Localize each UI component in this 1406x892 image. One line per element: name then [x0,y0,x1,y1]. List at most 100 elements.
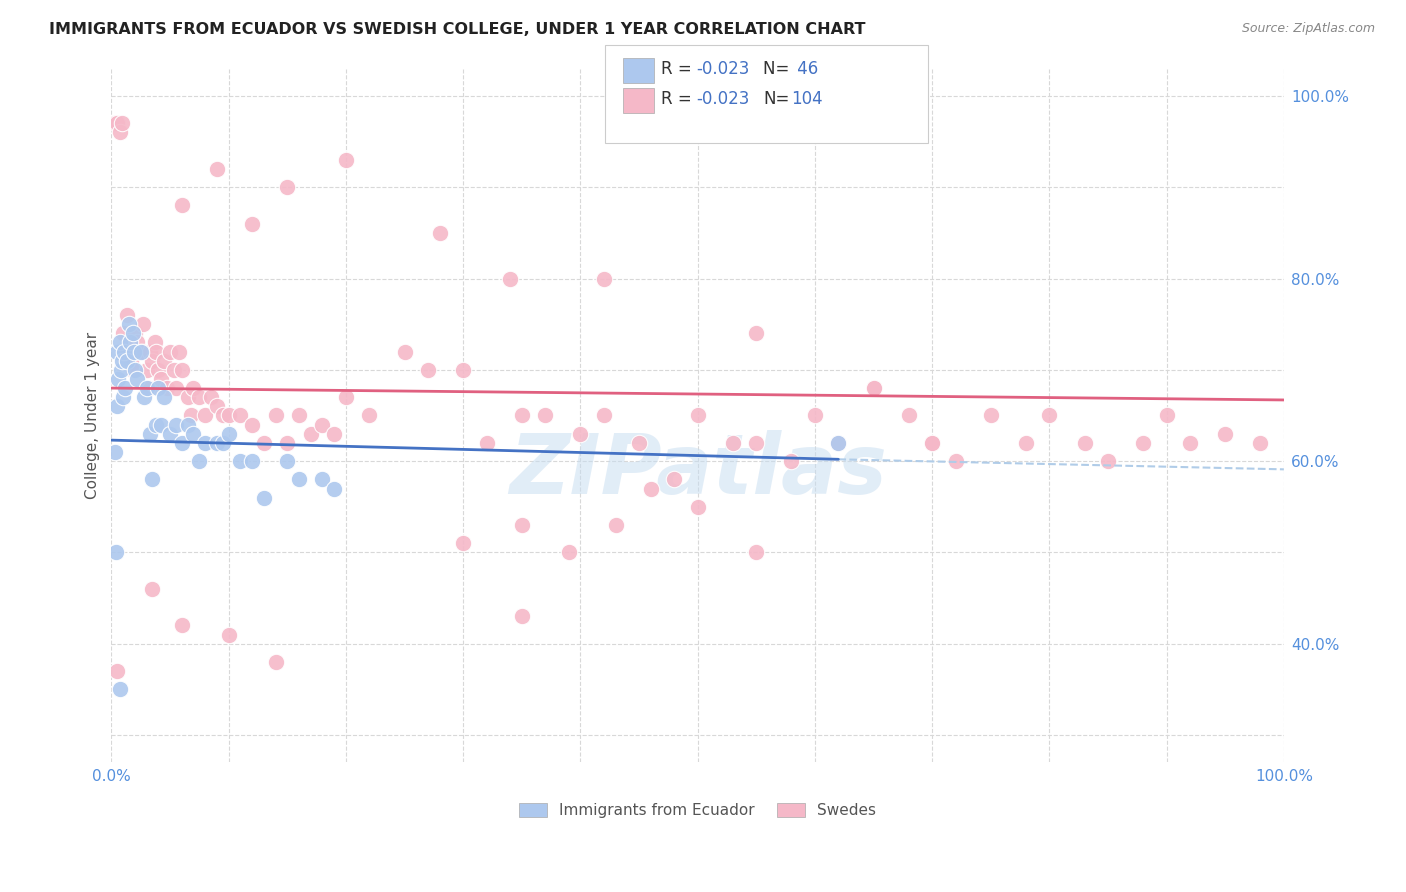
Point [229,409,252,423]
Text: N=: N= [763,90,790,108]
Point [127,372,149,386]
Point [1015,435,1038,450]
Point [118,335,141,350]
Point [569,426,592,441]
Point [827,435,849,450]
Point [205,435,228,450]
Point [240,217,263,231]
Point [170,198,193,212]
Text: -0.023: -0.023 [696,60,749,78]
Point [1097,454,1119,468]
Point [240,454,263,468]
Point [211,409,233,423]
Point [105,344,128,359]
Point [121,363,143,377]
Point [159,426,181,441]
Point [111,116,134,130]
Point [499,271,522,285]
Point [180,409,202,423]
Point [111,353,134,368]
Point [299,426,322,441]
Point [112,344,135,359]
Point [451,536,474,550]
Point [105,545,128,559]
Point [827,435,849,450]
Text: IMMIGRANTS FROM ECUADOR VS SWEDISH COLLEGE, UNDER 1 YEAR CORRELATION CHART: IMMIGRANTS FROM ECUADOR VS SWEDISH COLLE… [49,22,866,37]
Point [114,381,136,395]
Point [194,409,217,423]
Point [211,435,233,450]
Point [112,390,135,404]
Point [149,372,172,386]
Point [510,409,533,423]
Point [183,426,205,441]
Text: R =: R = [661,90,697,108]
Point [664,472,686,486]
Point [105,400,128,414]
Point [264,409,287,423]
Point [311,417,333,432]
Point [416,363,439,377]
Point [139,344,162,359]
Point [108,125,131,139]
Point [945,454,967,468]
Point [176,390,198,404]
Point [124,326,146,341]
Point [686,409,709,423]
Point [141,582,163,596]
Point [276,454,298,468]
Point [229,454,252,468]
Point [138,381,160,395]
Point [115,308,138,322]
Point [134,390,156,404]
Point [143,335,166,350]
Point [721,435,744,450]
Y-axis label: College, Under 1 year: College, Under 1 year [86,332,100,499]
Point [335,153,357,167]
Point [145,417,167,432]
Point [188,390,211,404]
Point [394,344,416,359]
Point [108,682,131,697]
Point [1038,409,1060,423]
Point [165,417,187,432]
Point [1249,435,1271,450]
Point [311,472,333,486]
Point [148,381,170,395]
Point [141,353,163,368]
Point [592,271,614,285]
Point [686,500,709,514]
Point [124,363,146,377]
Point [534,409,557,423]
Text: R =: R = [661,60,697,78]
Point [605,518,627,533]
Point [134,344,156,359]
Point [897,409,920,423]
Point [153,353,176,368]
Point [108,335,131,350]
Text: ZIPatlas: ZIPatlas [509,431,887,511]
Text: 46: 46 [792,60,818,78]
Point [276,435,298,450]
Point [165,381,187,395]
Point [451,363,474,377]
Point [205,400,228,414]
Point [1213,426,1236,441]
Point [510,518,533,533]
Point [276,180,298,194]
Point [1156,409,1178,423]
Point [1073,435,1095,450]
Text: Source: ZipAtlas.com: Source: ZipAtlas.com [1241,22,1375,36]
Point [592,409,614,423]
Point [510,609,533,624]
Point [804,409,827,423]
Point [745,326,768,341]
Point [862,381,884,395]
Point [112,326,135,341]
Point [129,344,152,359]
Point [862,381,884,395]
Point [105,664,128,678]
Point [105,116,128,130]
Point [148,363,170,377]
Point [104,116,127,130]
